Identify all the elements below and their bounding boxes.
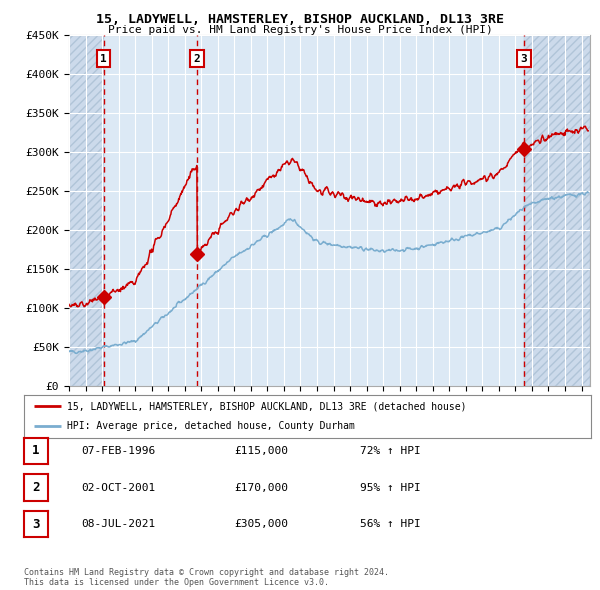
Bar <box>524 35 590 386</box>
Text: 02-OCT-2001: 02-OCT-2001 <box>81 483 155 493</box>
Text: 2: 2 <box>194 54 200 64</box>
Text: £305,000: £305,000 <box>234 519 288 529</box>
Text: 08-JUL-2021: 08-JUL-2021 <box>81 519 155 529</box>
Text: 72% ↑ HPI: 72% ↑ HPI <box>360 446 421 456</box>
Text: £115,000: £115,000 <box>234 446 288 456</box>
Text: 56% ↑ HPI: 56% ↑ HPI <box>360 519 421 529</box>
Text: 15, LADYWELL, HAMSTERLEY, BISHOP AUCKLAND, DL13 3RE (detached house): 15, LADYWELL, HAMSTERLEY, BISHOP AUCKLAN… <box>67 401 466 411</box>
Text: 3: 3 <box>32 517 40 530</box>
Text: 2: 2 <box>32 481 40 494</box>
Text: 95% ↑ HPI: 95% ↑ HPI <box>360 483 421 493</box>
Text: 07-FEB-1996: 07-FEB-1996 <box>81 446 155 456</box>
Text: 15, LADYWELL, HAMSTERLEY, BISHOP AUCKLAND, DL13 3RE: 15, LADYWELL, HAMSTERLEY, BISHOP AUCKLAN… <box>96 13 504 26</box>
Text: Price paid vs. HM Land Registry's House Price Index (HPI): Price paid vs. HM Land Registry's House … <box>107 25 493 35</box>
Bar <box>524 35 590 386</box>
Text: £170,000: £170,000 <box>234 483 288 493</box>
Text: Contains HM Land Registry data © Crown copyright and database right 2024.
This d: Contains HM Land Registry data © Crown c… <box>24 568 389 587</box>
Text: 3: 3 <box>521 54 527 64</box>
Text: HPI: Average price, detached house, County Durham: HPI: Average price, detached house, Coun… <box>67 421 355 431</box>
Bar <box>69 35 104 386</box>
Text: 1: 1 <box>32 444 40 457</box>
Text: 1: 1 <box>100 54 107 64</box>
Bar <box>69 35 104 386</box>
